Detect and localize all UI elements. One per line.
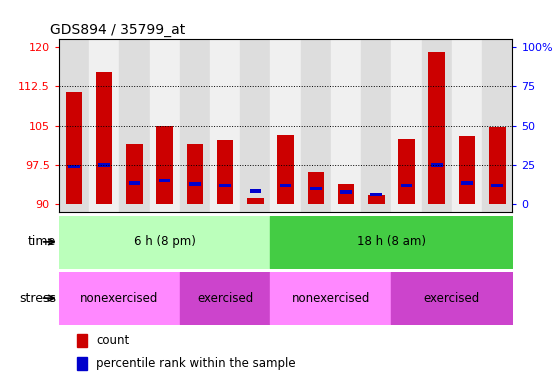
Bar [126, 144, 143, 204]
Bar [338, 184, 354, 204]
Bar [210, 39, 240, 212]
Bar [489, 127, 506, 204]
Bar [431, 163, 442, 166]
Text: time: time [28, 236, 56, 248]
Bar [189, 183, 200, 186]
Bar [77, 357, 87, 370]
Bar [277, 135, 294, 204]
Bar [68, 165, 80, 168]
Bar [240, 39, 270, 212]
Bar [371, 193, 382, 196]
Bar [217, 140, 234, 204]
Bar [220, 184, 231, 188]
Text: nonexercised: nonexercised [292, 292, 370, 304]
Bar [301, 39, 331, 212]
Bar [452, 39, 482, 212]
Text: 18 h (8 am): 18 h (8 am) [357, 236, 426, 248]
Bar [310, 187, 321, 190]
Bar [422, 39, 452, 212]
Bar [361, 39, 391, 212]
Bar [186, 144, 203, 204]
Bar [159, 179, 170, 182]
Bar [150, 39, 180, 212]
Bar [99, 163, 110, 166]
Bar [340, 190, 352, 194]
Bar [129, 182, 140, 185]
Bar [391, 39, 422, 212]
Bar [461, 182, 473, 185]
Text: GDS894 / 35799_at: GDS894 / 35799_at [50, 23, 185, 37]
Bar [77, 334, 87, 347]
Bar [247, 198, 264, 204]
Bar [156, 126, 173, 204]
Bar [250, 189, 261, 193]
Bar [428, 53, 445, 204]
Bar [482, 39, 512, 212]
Text: exercised: exercised [197, 292, 253, 304]
Bar [280, 184, 291, 188]
Bar [119, 39, 150, 212]
Bar [307, 172, 324, 204]
Bar [368, 195, 385, 204]
Bar [66, 92, 82, 204]
Text: stress: stress [19, 292, 56, 304]
Bar [270, 39, 301, 212]
Bar [96, 72, 113, 204]
Bar [89, 39, 119, 212]
Bar [492, 184, 503, 188]
Bar [331, 39, 361, 212]
Text: nonexercised: nonexercised [80, 292, 158, 304]
Text: 6 h (8 pm): 6 h (8 pm) [134, 236, 195, 248]
Bar [59, 39, 89, 212]
Text: count: count [96, 334, 129, 346]
Bar [180, 39, 210, 212]
Bar [459, 136, 475, 204]
Bar [401, 184, 412, 188]
Text: exercised: exercised [424, 292, 480, 304]
Bar [398, 139, 415, 204]
Text: percentile rank within the sample: percentile rank within the sample [96, 357, 296, 370]
